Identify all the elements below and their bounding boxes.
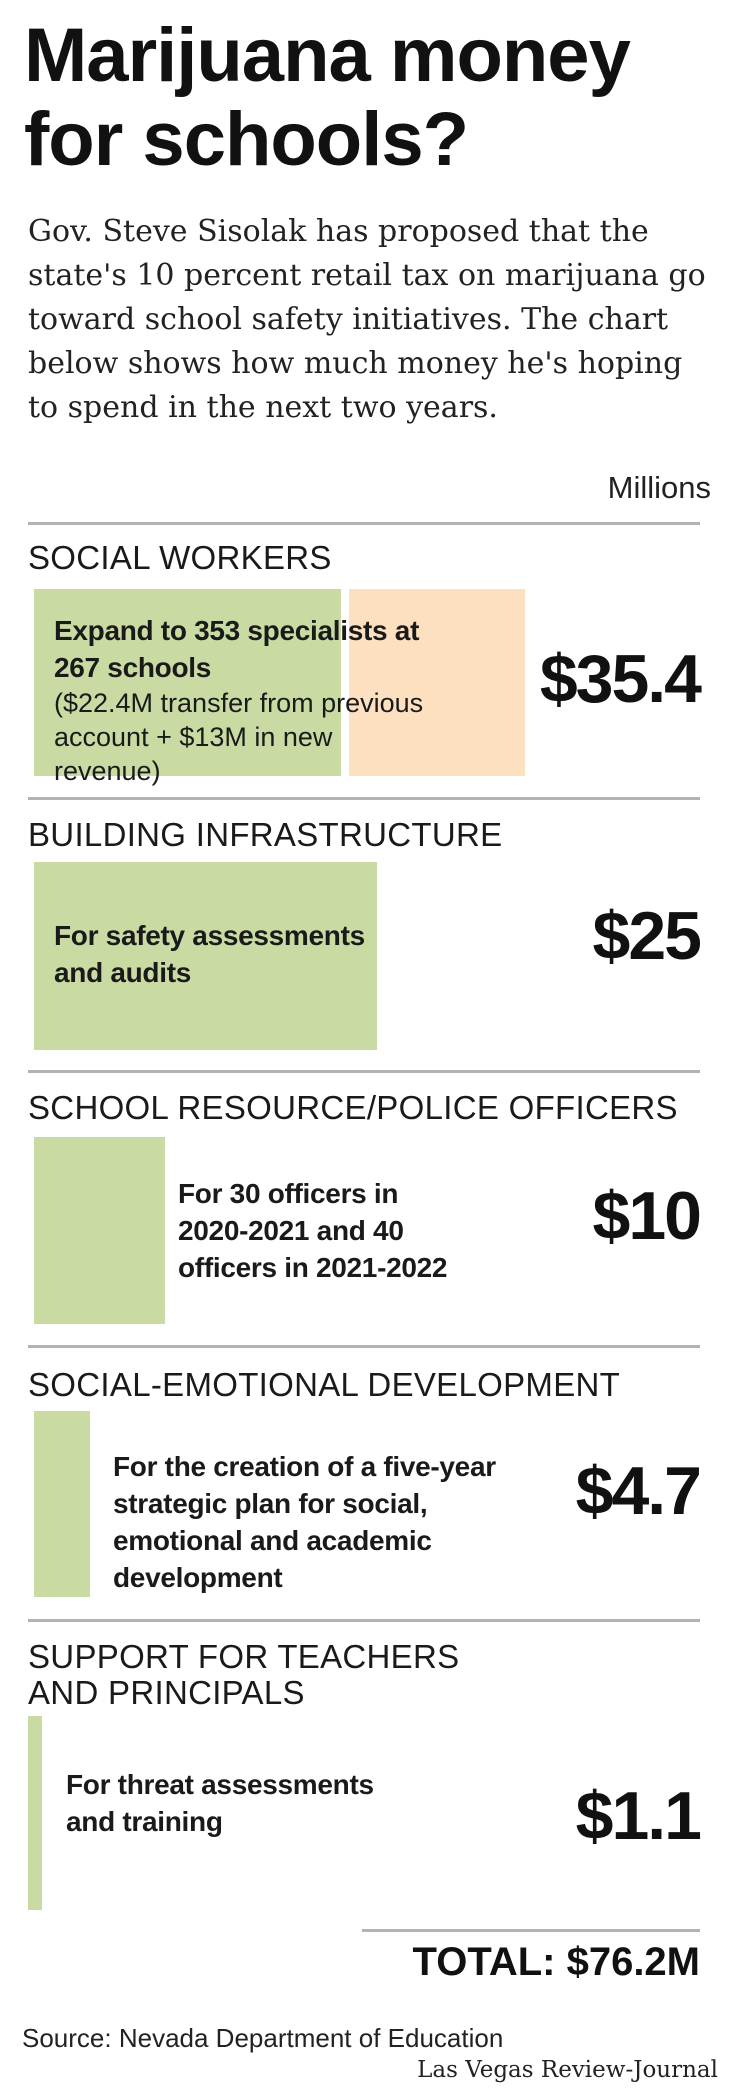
chart-title-line-1: Marijuana money (24, 13, 631, 98)
bar-value-label: $25 (592, 898, 702, 974)
bar (34, 1411, 90, 1597)
units-label: Millions (607, 470, 711, 505)
category-label: BUILDING INFRASTRUCTURE (28, 816, 503, 853)
bar-description-bold: For the creation of a five-year strategi… (113, 1451, 496, 1593)
bar-description: For 30 officers in 2020-2021 and 40 offi… (178, 1175, 448, 1286)
category-label: SUPPORT FOR TEACHERS AND PRINCIPALS (28, 1638, 460, 1711)
total-label: TOTAL: $76.2M (412, 1940, 700, 1984)
bar (34, 1137, 165, 1324)
credit-line: Las Vegas Review-Journal (417, 2057, 718, 2083)
bar-value-label: $10 (592, 1178, 702, 1254)
bar-description-bold: For 30 officers in 2020-2021 and 40 offi… (178, 1178, 448, 1283)
category-label: SCHOOL RESOURCE/POLICE OFFICERS (28, 1089, 678, 1126)
total-divider (362, 1929, 700, 1932)
section-divider (28, 1619, 700, 1622)
section-divider (28, 1345, 700, 1348)
bar-segment-new-revenue (349, 589, 525, 776)
category-label: SOCIAL WORKERS (28, 539, 332, 576)
section-divider (28, 522, 700, 525)
section-divider (28, 797, 700, 800)
bar (34, 862, 377, 1050)
chart-title-line-2: for schools? (24, 97, 469, 182)
intro-text: Gov. Steve Sisolak has proposed that the… (28, 214, 706, 425)
bar-description: For safety assessments and audits (54, 917, 374, 991)
bar-value-label: $35.4 (539, 641, 702, 717)
bar-value-label: $4.7 (575, 1453, 702, 1529)
bar-description: For the creation of a five-year strategi… (113, 1448, 553, 1596)
bar-description-bold: For threat assessments and training (66, 1769, 374, 1837)
section-divider (28, 1070, 700, 1073)
bar-description-bold: For safety assessments and audits (54, 920, 365, 988)
bar-segment-transfer (34, 589, 341, 776)
bar-description-sub: ($22.4M transfer from previous account +… (54, 688, 424, 786)
chart-title: Marijuana money for schools? (24, 14, 724, 182)
bar-description: Expand to 353 specialists at 267 schools… (54, 612, 434, 788)
bar-description-bold: Expand to 353 specialists at 267 schools (54, 615, 420, 683)
bar (28, 1716, 42, 1910)
category-label: SOCIAL-EMOTIONAL DEVELOPMENT (28, 1366, 621, 1403)
bar-value-label: $1.1 (575, 1778, 702, 1854)
bar-description: For threat assessments and training (66, 1766, 386, 1840)
source-note: Source: Nevada Department of Education (22, 2023, 504, 2053)
